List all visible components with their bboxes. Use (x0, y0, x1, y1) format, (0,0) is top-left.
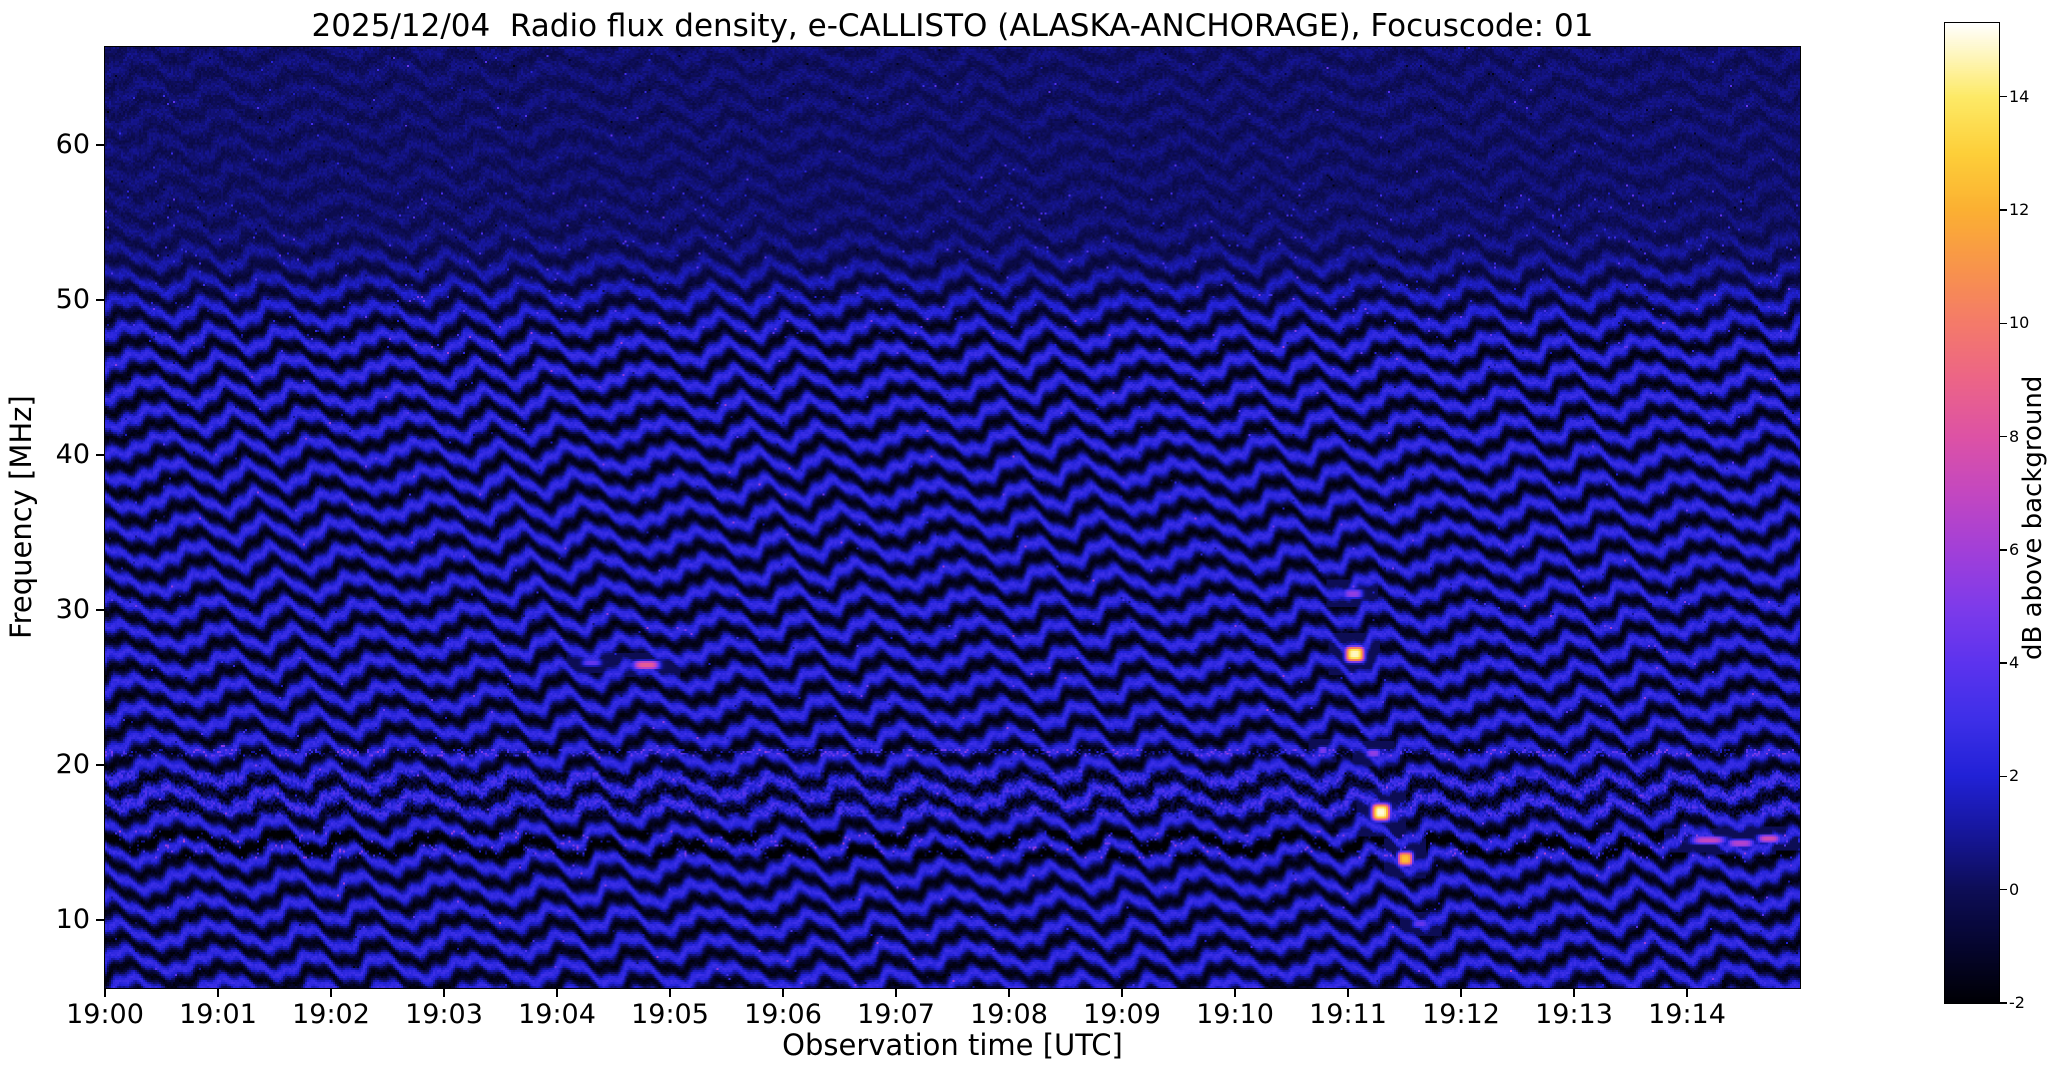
colorbar-tick-label: -2 (2009, 993, 2025, 1012)
y-axis-label: Frequency [MHz] (4, 395, 38, 640)
y-tick-label: 20 (55, 748, 90, 780)
colorbar-tick-label: 4 (2009, 653, 2020, 673)
colorbar-tick-label: 12 (2009, 199, 2030, 219)
x-tick-mark (1008, 989, 1010, 997)
y-tick-mark (96, 608, 104, 611)
x-tick-label: 19:09 (1083, 999, 1161, 1030)
y-tick-mark (96, 298, 104, 301)
colorbar-label: dB above background (2018, 375, 2047, 660)
y-tick-mark (96, 143, 104, 146)
x-tick-mark (104, 989, 106, 997)
chart-title: 2025/12/04 Radio flux density, e-CALLIST… (311, 8, 1594, 44)
x-tick-label: 19:08 (970, 999, 1048, 1030)
colorbar-tick-mark (2000, 662, 2007, 664)
x-tick-label: 19:11 (1309, 999, 1387, 1030)
x-tick-label: 19:14 (1648, 999, 1726, 1030)
spectrogram-heatmap (105, 47, 1800, 988)
x-tick-label: 19:03 (405, 999, 483, 1030)
y-tick-mark (96, 918, 104, 921)
colorbar-tick-mark (2000, 435, 2007, 438)
x-tick-label: 19:06 (744, 999, 822, 1030)
x-tick-mark (443, 989, 445, 997)
x-tick-label: 19:05 (631, 999, 709, 1030)
colorbar-tick-label: 6 (2009, 539, 2020, 559)
colorbar-tick-mark (2000, 889, 2007, 891)
colorbar-tick-mark (2000, 95, 2007, 98)
y-tick-label: 40 (55, 438, 90, 470)
colorbar-tick-label: 8 (2009, 426, 2020, 446)
x-tick-mark (895, 989, 897, 997)
x-tick-mark (1573, 989, 1575, 997)
x-tick-label: 19:04 (518, 999, 596, 1030)
colorbar-gradient (1945, 23, 1999, 1003)
colorbar (1944, 22, 2000, 1004)
x-tick-label: 19:01 (179, 999, 257, 1030)
x-tick-mark (1347, 989, 1349, 997)
colorbar-tick-label: 10 (2009, 313, 2030, 333)
x-tick-mark (330, 989, 332, 997)
colorbar-tick-mark (2000, 775, 2007, 778)
x-tick-label: 19:13 (1535, 999, 1613, 1030)
colorbar-tick-label: 0 (2009, 879, 2020, 899)
colorbar-tick-label: 14 (2009, 86, 2030, 106)
colorbar-tick-mark (2000, 549, 2007, 551)
x-tick-mark (1121, 989, 1123, 997)
x-tick-mark (669, 989, 671, 997)
y-tick-label: 50 (55, 283, 90, 315)
x-tick-mark (217, 989, 219, 997)
y-tick-label: 10 (55, 903, 90, 935)
colorbar-tick-label: 2 (2009, 766, 2020, 786)
x-tick-label: 19:12 (1422, 999, 1500, 1030)
x-tick-mark (1686, 989, 1688, 997)
colorbar-tick-mark (2000, 1002, 2007, 1004)
x-tick-mark (556, 989, 558, 997)
y-tick-mark (96, 763, 104, 766)
colorbar-tick-mark (2000, 209, 2007, 211)
y-tick-label: 60 (55, 128, 90, 160)
x-tick-label: 19:00 (66, 999, 144, 1030)
x-tick-mark (1460, 989, 1462, 997)
x-tick-mark (782, 989, 784, 997)
x-tick-label: 19:02 (292, 999, 370, 1030)
x-tick-label: 19:07 (857, 999, 935, 1030)
colorbar-tick-mark (2000, 322, 2007, 324)
x-axis-label: Observation time [UTC] (782, 1028, 1123, 1062)
y-tick-label: 30 (55, 593, 90, 625)
plot-area (104, 46, 1801, 989)
x-tick-mark (1234, 989, 1236, 997)
y-tick-mark (96, 453, 104, 456)
x-tick-label: 19:10 (1196, 999, 1274, 1030)
